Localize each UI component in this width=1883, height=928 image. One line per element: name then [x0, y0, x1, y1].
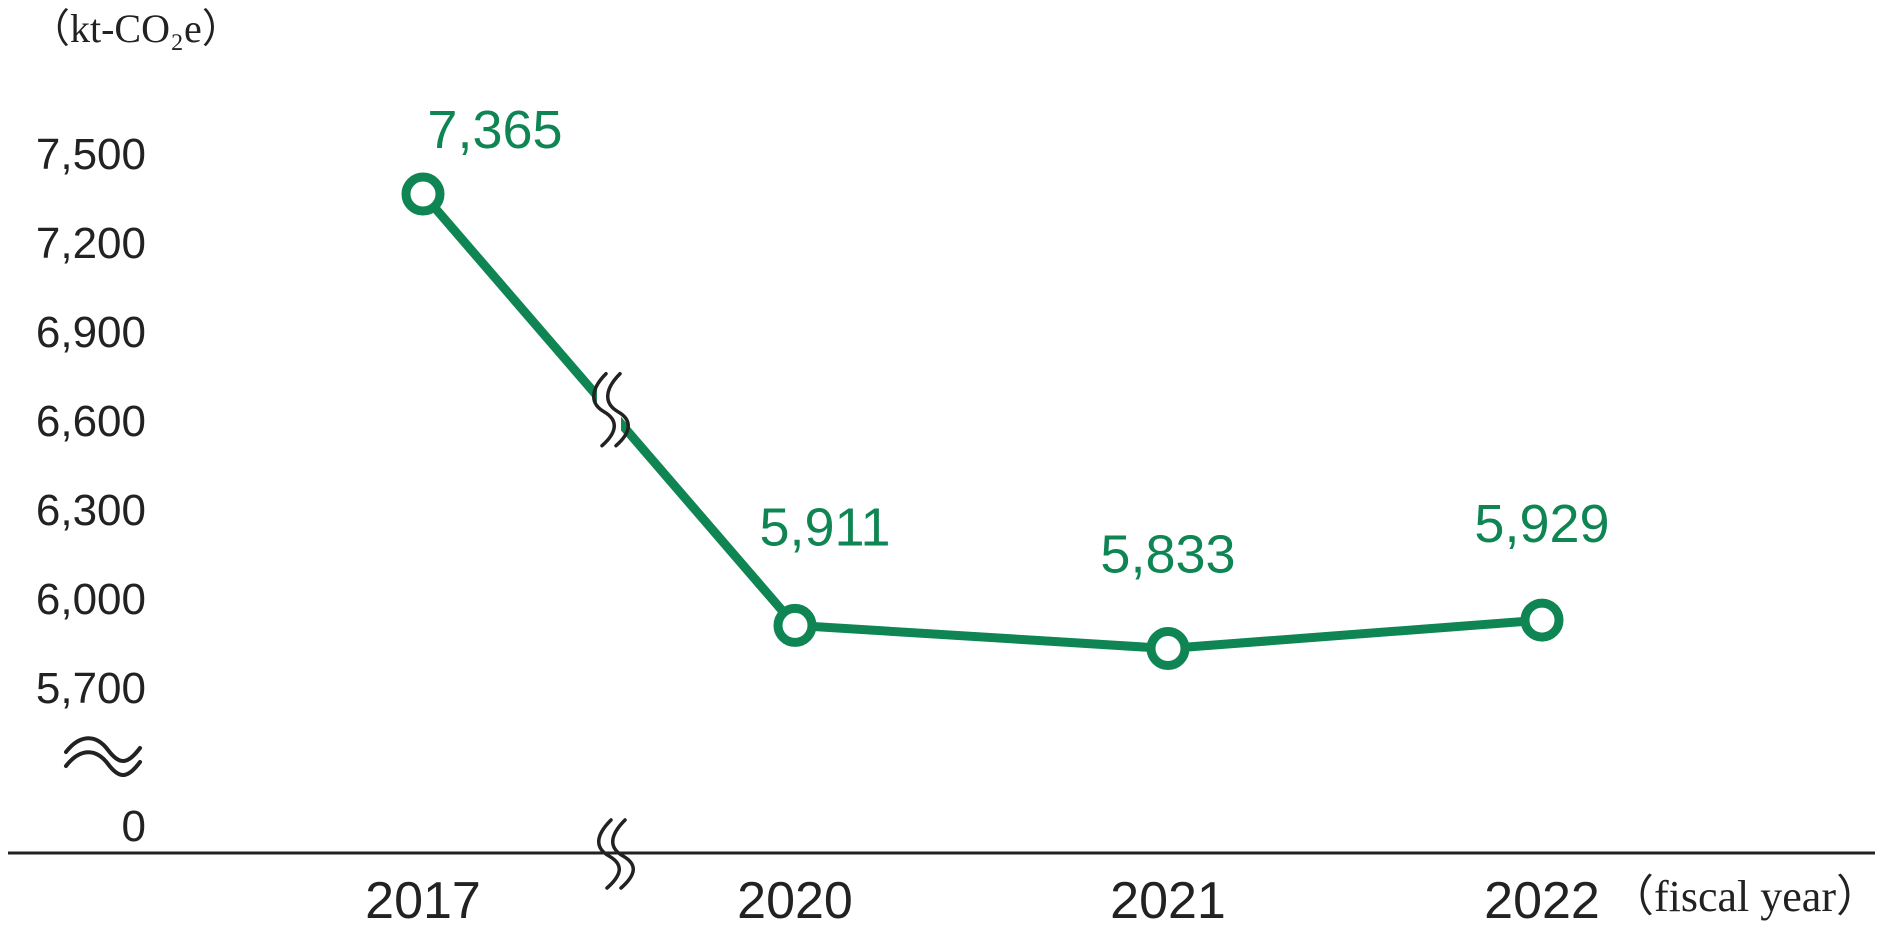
data-point-label: 5,929 [1474, 494, 1609, 554]
data-point-marker [401, 172, 445, 216]
data-point-marker [1146, 627, 1190, 671]
y-tick-label: 6,600 [36, 397, 146, 446]
line-break-mark [592, 371, 616, 448]
y-axis-break-mark [64, 750, 142, 777]
y-axis-unit-label: （kt-CO₂e） [30, 6, 242, 51]
data-point-marker [1520, 598, 1564, 642]
series-group: 7,365 5,911 5,833 5,929 [401, 100, 1610, 671]
series-line [419, 191, 1543, 654]
x-axis-break-mark [611, 818, 635, 890]
y-tick-label: 5,700 [36, 664, 146, 713]
x-tick-labels: 2017 2020 2021 2022 [365, 872, 1600, 928]
line-break-mark [606, 371, 630, 448]
x-axis-label: （fiscal year） [1610, 872, 1880, 921]
x-tick-label: 2017 [365, 872, 481, 928]
y-tick-label: 7,500 [36, 130, 146, 179]
y-axis-break-mark [64, 736, 142, 763]
x-tick-label: 2022 [1484, 872, 1600, 928]
x-tick-label: 2021 [1110, 872, 1226, 928]
y-tick-label: 7,200 [36, 219, 146, 268]
y-tick-label: 6,300 [36, 486, 146, 535]
data-point-label: 5,833 [1100, 525, 1235, 585]
y-tick-labels: 0 5,700 6,000 6,300 6,600 6,900 7,200 7,500 [36, 130, 146, 851]
y-tick-label: 0 [122, 802, 146, 851]
axis-break-marks [64, 736, 635, 890]
x-axis-break-mark [597, 818, 621, 890]
data-point-label: 7,365 [427, 100, 562, 160]
data-point-label: 5,911 [759, 497, 890, 557]
y-tick-label: 6,900 [36, 308, 146, 357]
y-tick-label: 6,000 [36, 575, 146, 624]
x-tick-label: 2020 [737, 872, 853, 928]
data-point-marker [773, 603, 817, 647]
